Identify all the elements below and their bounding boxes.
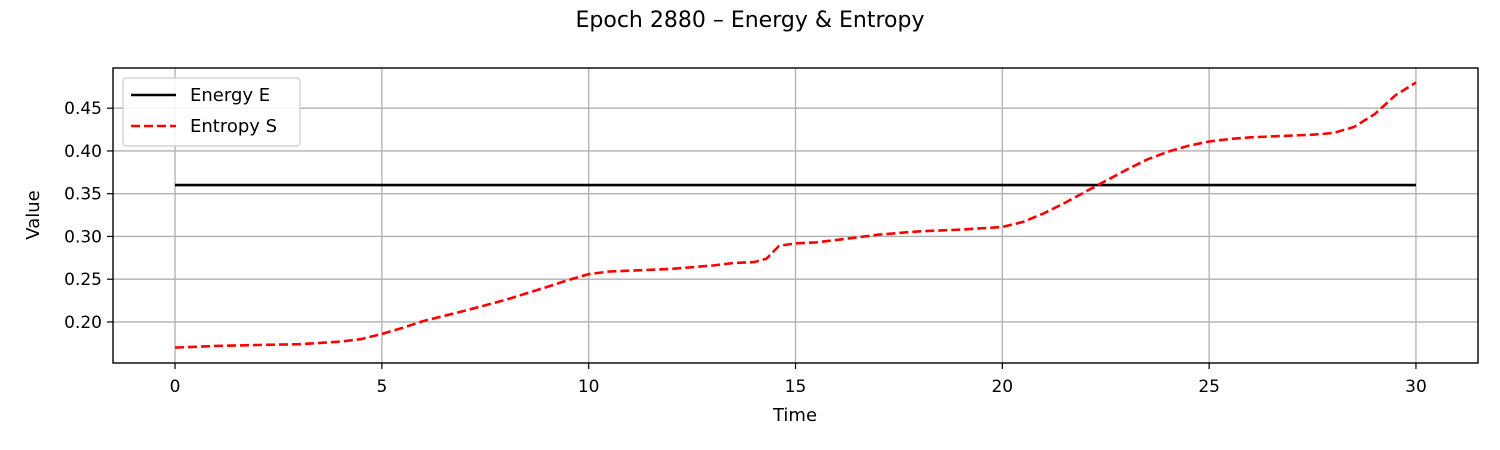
series-line-entropy: [174, 81, 1417, 349]
y-tick-label-3: 0.35: [64, 185, 102, 205]
x-tick-label-1: 5: [376, 377, 387, 397]
y-tick-label-4: 0.40: [64, 142, 102, 162]
y-tick-label-2: 0.30: [64, 227, 102, 247]
legend-label-energy: Energy E: [190, 85, 270, 106]
y-axis-ticks: 0.20 0.25 0.30 0.35 0.40 0.45: [64, 99, 113, 333]
y-tick-label-0: 0.20: [64, 313, 102, 333]
x-axis-label: Time: [772, 405, 817, 426]
legend-label-entropy: Entropy S: [190, 116, 277, 137]
x-axis-ticks: 0 5 10 15 20 25 30: [170, 363, 1427, 397]
y-tick-label-5: 0.45: [64, 99, 102, 119]
grid-lines: [113, 68, 1478, 363]
series-layer: [174, 81, 1417, 349]
y-tick-label-1: 0.25: [64, 270, 102, 290]
y-axis-label: Value: [23, 190, 44, 239]
x-tick-label-0: 0: [170, 377, 181, 397]
x-tick-label-5: 25: [1198, 377, 1220, 397]
x-tick-label-3: 15: [785, 377, 807, 397]
x-tick-label-2: 10: [578, 377, 600, 397]
x-tick-label-6: 30: [1405, 377, 1427, 397]
x-tick-label-4: 20: [991, 377, 1013, 397]
legend: Energy E Entropy S: [122, 77, 301, 147]
chart-title: Epoch 2880 – Energy & Entropy: [576, 8, 925, 33]
